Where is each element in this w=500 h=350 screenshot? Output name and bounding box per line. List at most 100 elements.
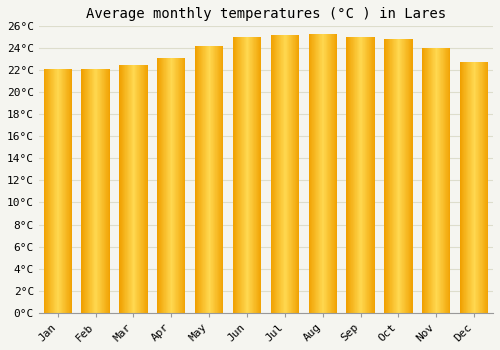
Bar: [435, 48, 436, 313]
Bar: [253, 37, 254, 313]
Bar: [295, 35, 296, 313]
Bar: [87, 69, 88, 313]
Bar: [385, 40, 386, 313]
Bar: [480, 62, 481, 313]
Bar: [324, 34, 325, 313]
Bar: [214, 46, 215, 313]
Bar: [198, 46, 199, 313]
Bar: [216, 46, 217, 313]
Bar: [373, 37, 374, 313]
Bar: [449, 48, 450, 313]
Bar: [94, 69, 95, 313]
Bar: [408, 40, 409, 313]
Bar: [409, 40, 410, 313]
Bar: [48, 69, 49, 313]
Bar: [105, 69, 106, 313]
Bar: [460, 62, 461, 313]
Bar: [485, 62, 486, 313]
Bar: [121, 65, 122, 313]
Bar: [56, 69, 57, 313]
Bar: [160, 58, 161, 313]
Bar: [95, 69, 96, 313]
Bar: [51, 69, 52, 313]
Bar: [54, 69, 55, 313]
Bar: [363, 37, 364, 313]
Bar: [259, 37, 260, 313]
Bar: [407, 40, 408, 313]
Bar: [129, 65, 130, 313]
Bar: [107, 69, 108, 313]
Bar: [218, 46, 219, 313]
Bar: [351, 37, 352, 313]
Bar: [331, 34, 332, 313]
Bar: [98, 69, 99, 313]
Bar: [165, 58, 166, 313]
Bar: [432, 48, 433, 313]
Bar: [199, 46, 200, 313]
Bar: [168, 58, 169, 313]
Bar: [96, 69, 98, 313]
Bar: [430, 48, 431, 313]
Bar: [316, 34, 317, 313]
Bar: [313, 34, 314, 313]
Bar: [330, 34, 331, 313]
Bar: [120, 65, 121, 313]
Bar: [348, 37, 349, 313]
Bar: [368, 37, 369, 313]
Bar: [251, 37, 252, 313]
Bar: [196, 46, 197, 313]
Bar: [136, 65, 137, 313]
Bar: [367, 37, 368, 313]
Bar: [252, 37, 253, 313]
Bar: [389, 40, 390, 313]
Bar: [482, 62, 483, 313]
Bar: [288, 35, 289, 313]
Bar: [439, 48, 440, 313]
Bar: [219, 46, 220, 313]
Bar: [461, 62, 462, 313]
Bar: [159, 58, 160, 313]
Bar: [366, 37, 367, 313]
Bar: [172, 58, 173, 313]
Bar: [233, 37, 234, 313]
Bar: [163, 58, 164, 313]
Bar: [390, 40, 391, 313]
Bar: [260, 37, 261, 313]
Bar: [213, 46, 214, 313]
Bar: [448, 48, 449, 313]
Bar: [472, 62, 473, 313]
Bar: [47, 69, 48, 313]
Bar: [361, 37, 362, 313]
Bar: [318, 34, 320, 313]
Bar: [122, 65, 123, 313]
Bar: [162, 58, 163, 313]
Bar: [166, 58, 167, 313]
Bar: [282, 35, 283, 313]
Bar: [99, 69, 100, 313]
Bar: [426, 48, 427, 313]
Bar: [370, 37, 371, 313]
Bar: [176, 58, 177, 313]
Bar: [66, 69, 67, 313]
Bar: [474, 62, 476, 313]
Bar: [469, 62, 470, 313]
Bar: [355, 37, 356, 313]
Bar: [285, 35, 286, 313]
Bar: [275, 35, 276, 313]
Bar: [293, 35, 294, 313]
Bar: [70, 69, 71, 313]
Bar: [143, 65, 144, 313]
Bar: [487, 62, 488, 313]
Bar: [158, 58, 159, 313]
Bar: [52, 69, 53, 313]
Bar: [173, 58, 174, 313]
Bar: [256, 37, 257, 313]
Bar: [240, 37, 241, 313]
Bar: [431, 48, 432, 313]
Bar: [65, 69, 66, 313]
Bar: [71, 69, 72, 313]
Bar: [239, 37, 240, 313]
Bar: [357, 37, 358, 313]
Bar: [247, 37, 248, 313]
Bar: [61, 69, 62, 313]
